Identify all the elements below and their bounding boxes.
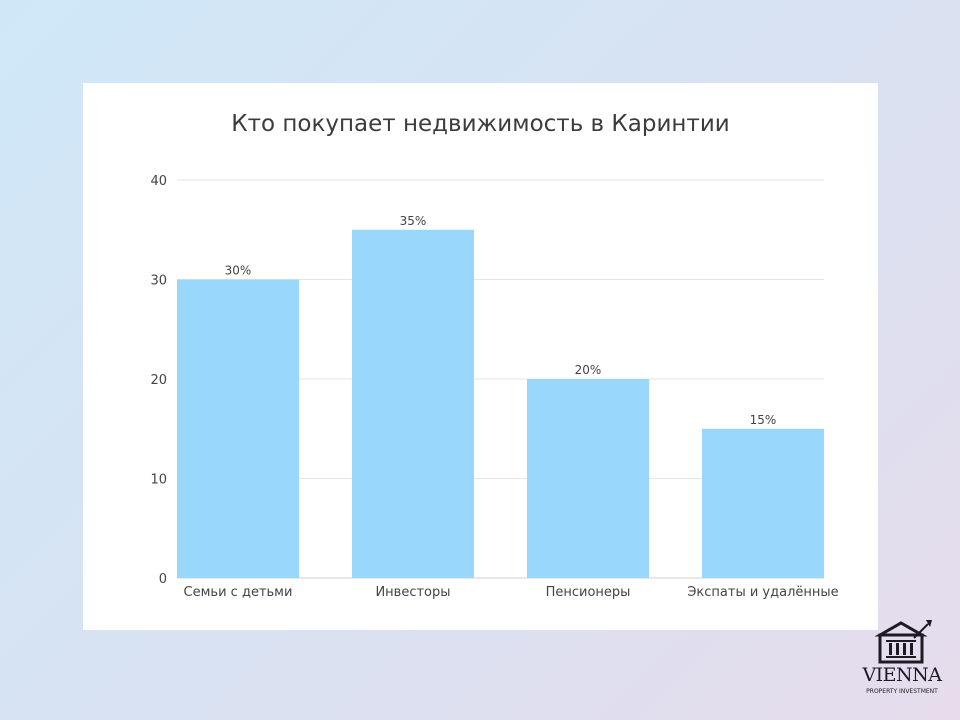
x-tick-label: Семьи с детьми xyxy=(184,585,293,600)
vienna-logo: VIENNA PROPERTY INVESTMENT xyxy=(852,618,952,708)
bar xyxy=(527,379,649,578)
data-label: 15% xyxy=(750,413,777,427)
x-tick-label: Экспаты и удалённые xyxy=(687,585,838,600)
chart-title: Кто покупает недвижимость в Каринтии xyxy=(231,111,730,137)
data-label: 30% xyxy=(225,264,252,278)
logo-name: VIENNA xyxy=(862,664,942,686)
y-tick-label: 10 xyxy=(150,473,167,488)
bar xyxy=(177,279,299,578)
x-tick-label: Пенсионеры xyxy=(546,585,631,600)
y-tick-label: 40 xyxy=(150,174,167,189)
data-label: 20% xyxy=(575,363,602,377)
logo-tagline: PROPERTY INVESTMENT xyxy=(866,688,938,695)
chart-card: Кто покупает недвижимость в Каринтии 0 10… xyxy=(83,83,878,630)
bar xyxy=(352,229,474,578)
x-tick-label: Инвесторы xyxy=(375,585,450,600)
data-label: 35% xyxy=(400,214,427,228)
bar-chart: 0 10 20 30 40 30% Семьи с детьми 35% Инвесторы 20… xyxy=(150,174,838,600)
y-tick-label: 30 xyxy=(150,274,167,289)
y-tick-label: 20 xyxy=(150,373,167,388)
y-tick-label: 0 xyxy=(159,572,167,587)
building-arrow-icon xyxy=(874,620,932,664)
bar xyxy=(702,428,824,578)
